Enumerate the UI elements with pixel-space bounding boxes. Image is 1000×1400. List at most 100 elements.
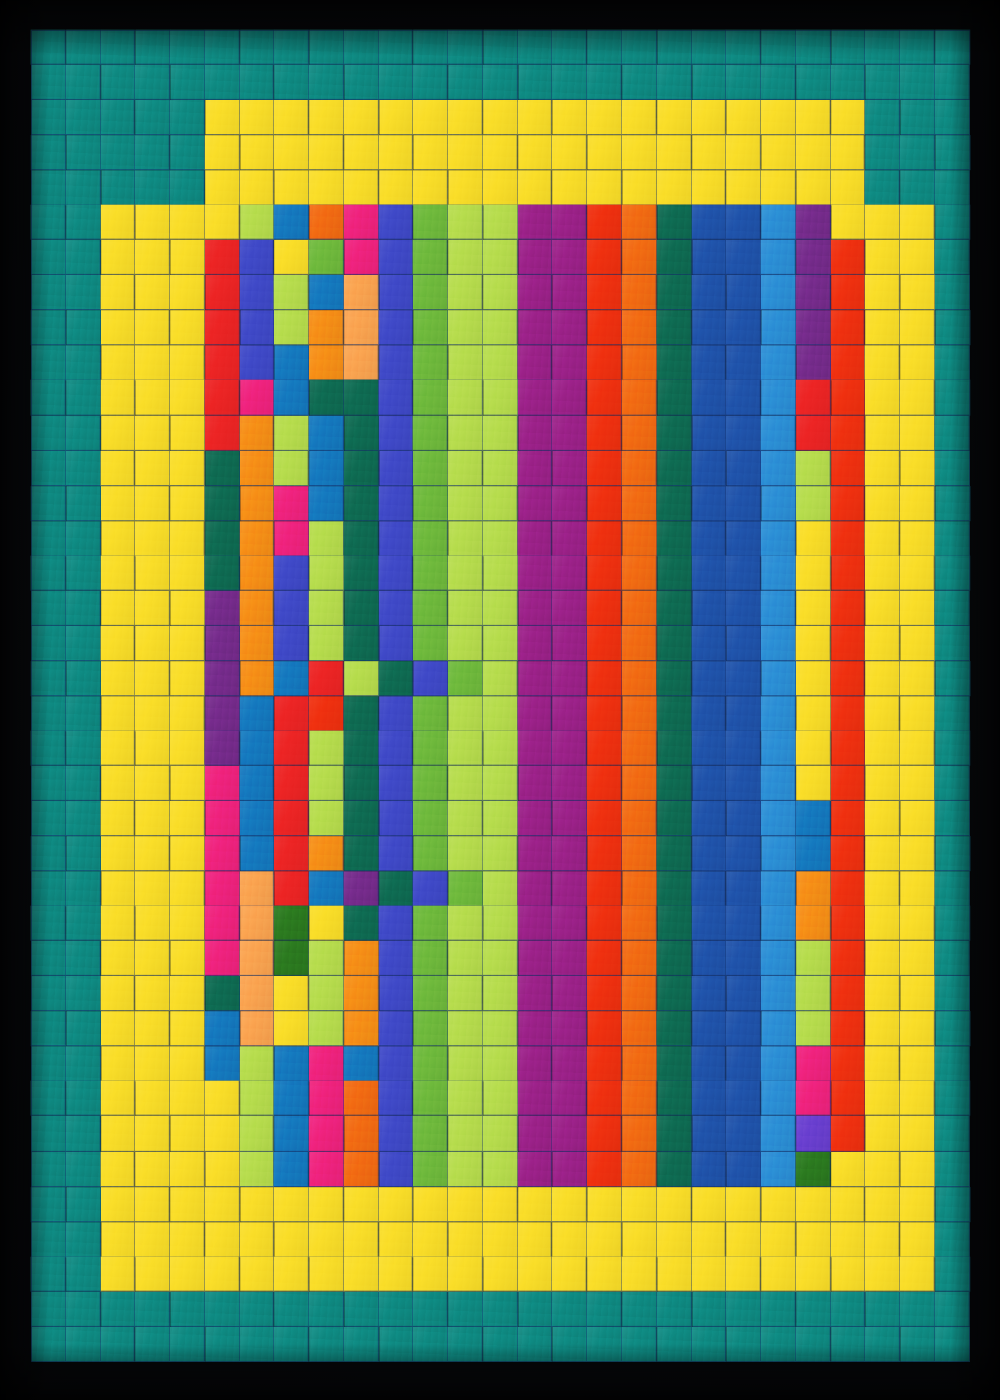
grid-cell-pink: [274, 520, 310, 557]
grid-cell-yellow: [135, 1116, 170, 1152]
grid-cell-dark-green: [656, 590, 692, 626]
grid-cell-sky-blue: [760, 590, 796, 626]
grid-cell-yellow: [691, 1221, 726, 1257]
grid-cell-pink: [344, 240, 379, 276]
grid-cell-yellow: [726, 1186, 761, 1222]
grid-cell-teal: [344, 1291, 379, 1327]
grid-cell-light-green: [482, 1046, 518, 1082]
grid-cell-red-orange: [586, 1116, 622, 1152]
grid-cell-teal: [65, 555, 101, 591]
grid-cell-yellow: [587, 135, 623, 171]
grid-cell-yellow: [170, 1256, 205, 1292]
grid-cell-deep-blue: [726, 871, 762, 907]
grid-cell-yellow: [100, 941, 136, 977]
grid-cell-teal: [31, 275, 67, 311]
grid-cell-grass-green: [308, 240, 344, 276]
grid-cell-yellow: [865, 765, 901, 801]
grid-cell-teal: [30, 905, 66, 941]
grid-cell-violet: [205, 625, 240, 661]
grid-cell-orange: [308, 310, 344, 346]
grid-cell-yellow: [657, 1256, 692, 1292]
grid-cell-yellow: [343, 100, 379, 136]
grid-cell-deep-blue: [691, 415, 727, 451]
grid-cell-yellow: [169, 450, 205, 486]
grid-cell-deep-blue: [725, 730, 761, 766]
grid-cell-yellow: [865, 1256, 901, 1292]
grid-cell-light-green: [448, 1116, 484, 1152]
grid-cell-magenta-purple: [552, 976, 588, 1012]
grid-cell-yellow: [865, 696, 900, 732]
grid-cell-yellow: [900, 240, 935, 276]
grid-cell-yellow: [795, 730, 831, 766]
grid-cell-teal: [30, 836, 66, 872]
grid-cell-yellow: [482, 135, 518, 171]
grid-cell-deep-blue: [726, 625, 762, 661]
grid-cell-red-orange: [830, 730, 866, 766]
grid-cell-magenta-purple: [518, 1116, 553, 1152]
grid-cell-yellow: [100, 415, 136, 451]
grid-cell-yellow: [517, 1256, 553, 1292]
grid-cell-teal: [31, 64, 66, 100]
grid-cell-teal: [65, 380, 101, 416]
grid-cell-teal: [31, 100, 67, 136]
grid-cell-teal: [656, 1291, 692, 1327]
grid-cell-violet: [204, 590, 240, 626]
grid-cell-teal: [622, 1291, 657, 1327]
grid-cell-layer: [30, 29, 970, 1362]
grid-cell-yellow: [761, 1256, 797, 1292]
grid-cell-teal: [865, 170, 900, 206]
grid-cell-teal: [934, 64, 970, 100]
grid-cell-teal: [65, 871, 101, 907]
grid-cell-yellow: [448, 170, 484, 206]
grid-cell-teal: [65, 415, 101, 451]
grid-cell-yellow: [170, 204, 205, 240]
grid-cell-yellow: [900, 345, 936, 381]
grid-cell-pink: [205, 801, 240, 837]
grid-cell-teal: [934, 696, 970, 732]
grid-cell-red-orange: [830, 941, 866, 977]
grid-cell-dark-orange: [622, 415, 657, 451]
grid-cell-teal: [935, 905, 970, 941]
grid-cell-dark-green: [656, 415, 692, 451]
grid-cell-red-orange: [587, 1046, 622, 1082]
grid-cell-orange: [308, 836, 344, 872]
grid-cell-yellow: [517, 1186, 553, 1222]
grid-cell-red-orange: [830, 625, 866, 661]
grid-cell-deep-blue: [691, 240, 727, 276]
grid-cell-yellow: [796, 590, 831, 626]
grid-cell-teal: [934, 1291, 970, 1327]
grid-cell-yellow: [899, 661, 935, 697]
grid-cell-red-orange: [587, 976, 623, 1012]
grid-cell-yellow: [274, 135, 310, 171]
grid-cell-teal: [66, 1186, 101, 1222]
grid-cell-teal: [343, 1326, 379, 1362]
grid-cell-yellow: [170, 415, 206, 451]
grid-cell-red-orange: [830, 765, 866, 801]
grid-cell-orange: [239, 415, 275, 451]
grid-cell-yellow: [100, 204, 136, 240]
grid-cell-light-green: [447, 275, 483, 311]
grid-cell-deep-blue: [726, 590, 762, 626]
grid-cell-blue-violet: [239, 310, 275, 346]
grid-cell-light-green: [448, 520, 484, 557]
grid-cell-magenta-purple: [552, 240, 588, 276]
grid-cell-teal: [66, 310, 101, 346]
grid-cell-yellow: [622, 170, 658, 206]
grid-cell-yellow: [170, 1116, 206, 1152]
grid-cell-forest-green: [274, 941, 310, 977]
grid-cell-teal: [935, 661, 970, 697]
grid-cell-teal: [934, 1221, 970, 1257]
grid-cell-teal: [31, 625, 67, 661]
grid-cell-light-green: [795, 976, 831, 1012]
grid-cell-pink: [796, 1046, 831, 1082]
grid-cell-yellow: [899, 1186, 935, 1222]
grid-cell-blue-violet: [378, 836, 414, 872]
grid-cell-light-green: [447, 625, 483, 661]
grid-cell-magenta-purple: [552, 204, 587, 240]
grid-cell-yellow: [448, 1221, 484, 1257]
grid-cell-deep-blue: [726, 415, 762, 451]
grid-cell-red-orange: [587, 696, 622, 732]
grid-cell-cerulean: [274, 204, 309, 240]
grid-cell-deep-blue: [691, 590, 727, 626]
grid-cell-teal: [274, 1326, 309, 1362]
